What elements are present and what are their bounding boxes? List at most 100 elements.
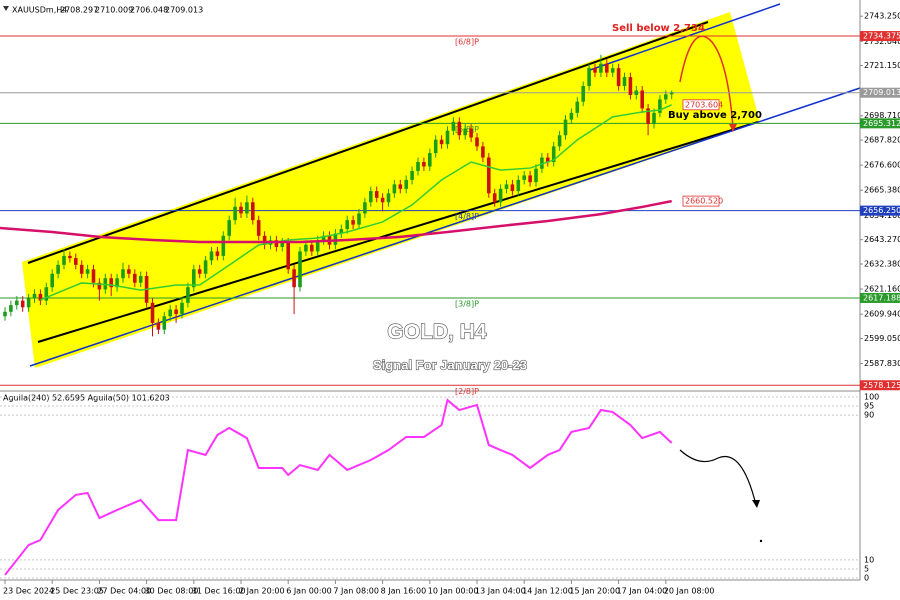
candle-body [646,108,650,125]
candle-body [62,255,66,265]
candle-body [227,220,231,236]
candle-body [68,255,72,259]
chart-subtitle: Signal For January 20-23 [373,357,527,372]
candle-body [664,94,668,100]
candle-body [445,130,450,145]
y-tick-label: 2621.160 [864,285,900,294]
candle-body [209,251,214,261]
candle-body [215,251,220,256]
sell-annotation: Sell below 2,734 [612,23,705,34]
candle-body [669,92,674,95]
candle-body [91,269,96,283]
candle-body [516,179,521,192]
candle-body [150,302,155,323]
y-tick-label: 2643.270 [864,235,900,244]
candle-body [439,139,444,145]
murrey-label: [6/8]P [455,38,479,47]
candle-body [85,269,90,274]
x-tick-label: 14 Jan 12:00 [522,587,573,596]
candle-body [262,235,267,245]
x-tick-label: 6 Jan 00:00 [286,587,332,596]
dot [759,539,763,543]
x-tick-label: 25 Dec 23:05 [50,587,104,596]
symbol-icon [3,6,9,11]
y-tick-label: 2665.380 [864,186,900,195]
y-tick-label: 2676.600 [864,161,900,170]
level-label: 2734.375 [863,32,900,41]
candle-body [569,112,574,120]
y-tick-label: 2599.050 [864,334,900,343]
candle-body [557,135,562,147]
candle-body [15,300,19,306]
level-box [860,87,900,98]
candle-body [162,316,167,330]
y-tick-label: 5 [864,564,869,573]
candle-body [640,90,644,109]
candle-body [292,269,296,288]
x-tick-label: 17 Jan 04:00 [617,587,668,596]
sell-arrow [679,35,734,129]
y-tick-label: 2632.380 [864,259,900,268]
forecast-arrow [679,449,757,506]
candle-body [26,298,31,308]
candle-body [321,235,326,241]
level-label: 2709.013 [863,88,900,97]
x-tick-label: 23 Dec 2024 [3,587,54,596]
candle-body [534,168,538,183]
level-box [860,31,900,42]
candle-body [498,188,503,203]
candle-body [386,193,391,203]
candle-body [298,251,302,288]
candle-body [469,128,473,138]
candle-body [605,63,609,73]
channel-extension [589,3,781,71]
candle-body [528,175,532,183]
candle-body [203,260,208,274]
candle-body [546,157,550,163]
x-tick-label: 2 Jan 20:00 [239,587,285,596]
candle-body [575,101,580,113]
candle-body [168,309,172,317]
candle-body [457,121,462,136]
candle-body [581,86,585,102]
y-tick-label: 90 [864,411,874,420]
candle-body [251,202,255,221]
x-tick-label: 10 Jan 00:00 [428,587,479,596]
level-label: 2617.188 [863,293,900,302]
candle-body [221,235,226,256]
candle-body [398,184,403,189]
x-tick-label: 31 Dec 16:00 [192,587,246,596]
candle-body [127,269,131,274]
level-box [860,118,900,129]
candle-body [245,202,249,214]
ma-label-box [682,99,720,111]
candle-body [274,240,279,247]
y-tick-label: 2609.940 [864,310,900,319]
channel-upper [27,21,709,264]
candle-body [599,63,603,73]
candle-body [433,139,438,154]
moving-average [0,199,672,244]
candle-body [38,293,43,301]
arrow-head [752,500,760,508]
y-tick-label: 95 [864,402,874,411]
level-label: 2578.125 [863,381,900,390]
candle-body [304,244,308,252]
candle-body [451,121,456,131]
candle-body [551,146,556,163]
candle-body [239,206,243,214]
ohlc-low: 2706.048 [130,6,168,15]
y-tick-label: 2743.250 [864,12,900,21]
candle-body [492,193,497,203]
candle-body [97,282,102,290]
ohlc-close: 2709.013 [165,6,203,15]
candle-body [616,68,621,87]
candle-body [652,112,656,125]
symbol: XAUUSDm,H4 [12,6,67,15]
candle-body [622,77,627,87]
candle-body [416,162,420,171]
chart-title: GOLD, H4 [387,321,486,344]
candle-body [404,179,408,189]
candle-body [510,184,515,192]
